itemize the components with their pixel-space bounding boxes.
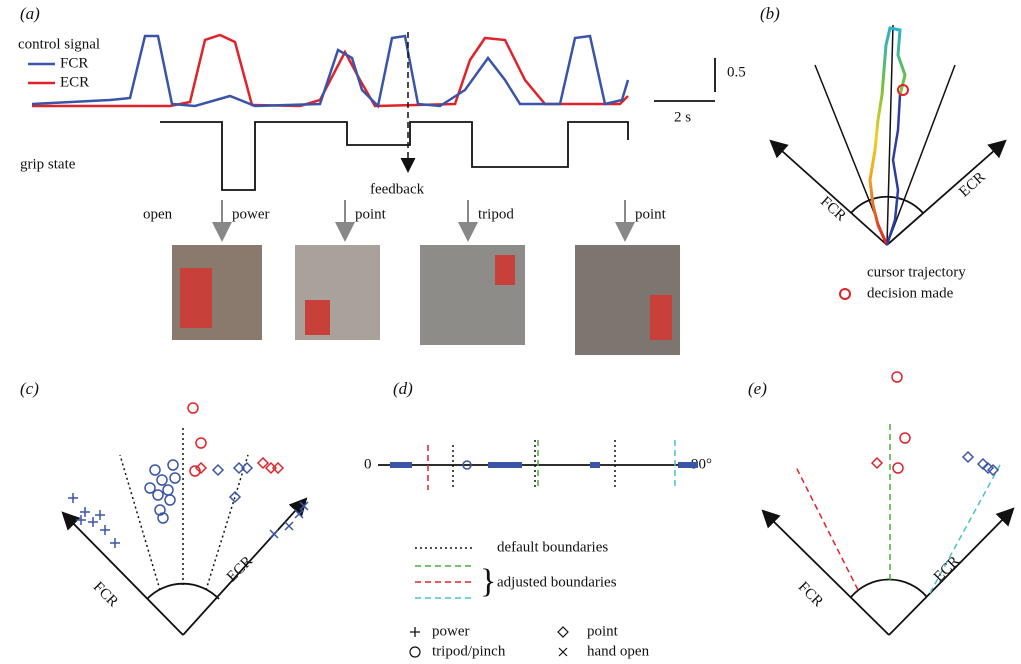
panel-d: (d) 0 90° default boundaries } adjusted …	[364, 379, 712, 660]
legend-label: FCR	[60, 55, 88, 71]
grip-state-line	[160, 122, 628, 190]
boundaries	[120, 425, 248, 590]
figure: (a) control signal FCR ECR 0.5 2 s grip …	[0, 0, 1021, 664]
arc	[851, 197, 923, 213]
legend-marker	[410, 627, 420, 637]
axis-label: FCR	[817, 194, 849, 225]
axis-label: FCR	[90, 579, 121, 610]
panel-label: (e)	[748, 379, 767, 398]
panel-a: (a) control signal FCR ECR 0.5 2 s grip …	[18, 4, 746, 355]
axis-label: FCR	[795, 579, 826, 610]
legend-marker	[840, 289, 850, 299]
legend-marker	[410, 647, 420, 657]
grip-label: point	[355, 206, 387, 222]
legend-label: ECR	[60, 74, 89, 90]
grip-label: tripod	[478, 206, 514, 222]
panel-b: (b) FCR ECR cursor trajectory decision m…	[760, 4, 1004, 302]
axis-label: 0	[364, 456, 372, 472]
axis-label: grip state	[20, 156, 76, 172]
legend-label: decision made	[867, 285, 954, 301]
brace: }	[480, 563, 496, 600]
legend-label: adjusted boundaries	[497, 574, 617, 590]
legend-label: point	[587, 623, 619, 639]
axis-arrow	[887, 142, 1004, 245]
axis-arrow	[764, 512, 889, 635]
boundaries	[795, 420, 1000, 593]
axis-label: ECR	[931, 553, 963, 585]
legend-label: default boundaries	[497, 539, 608, 555]
panel-label: (b)	[760, 4, 780, 23]
axis-label: ECR	[224, 553, 256, 585]
arc	[147, 584, 219, 599]
legend-label: power	[432, 623, 470, 639]
scatter-points	[188, 403, 283, 476]
scale-label: 2 s	[674, 109, 691, 125]
panel-label: (d)	[393, 379, 413, 398]
grip-arrows	[222, 200, 625, 238]
panel-label: (a)	[20, 4, 40, 23]
scatter-points	[68, 460, 308, 548]
legend-label: tripod/pinch	[432, 643, 506, 659]
legend-label: hand open	[587, 643, 650, 659]
annotation: feedback	[370, 181, 425, 197]
scatter-points	[872, 372, 910, 473]
legend-label: cursor trajectory	[867, 264, 966, 280]
grip-label: open	[143, 206, 173, 222]
legend-marker	[559, 648, 567, 656]
arc	[851, 579, 927, 597]
legend-marker	[558, 627, 568, 637]
axis-arrow	[64, 514, 183, 635]
scatter-points	[963, 452, 998, 475]
panel-e: (e) FCR ECR	[748, 372, 1012, 635]
axis-label: control signal	[18, 36, 100, 52]
grip-label: power	[232, 206, 270, 222]
panel-label: (c)	[20, 379, 39, 398]
panel-c: (c) FCR ECR	[20, 379, 308, 635]
grip-label: point	[635, 206, 667, 222]
axis-label: ECR	[956, 169, 988, 200]
scale-label: 0.5	[727, 64, 746, 80]
axis-arrow	[772, 142, 887, 245]
